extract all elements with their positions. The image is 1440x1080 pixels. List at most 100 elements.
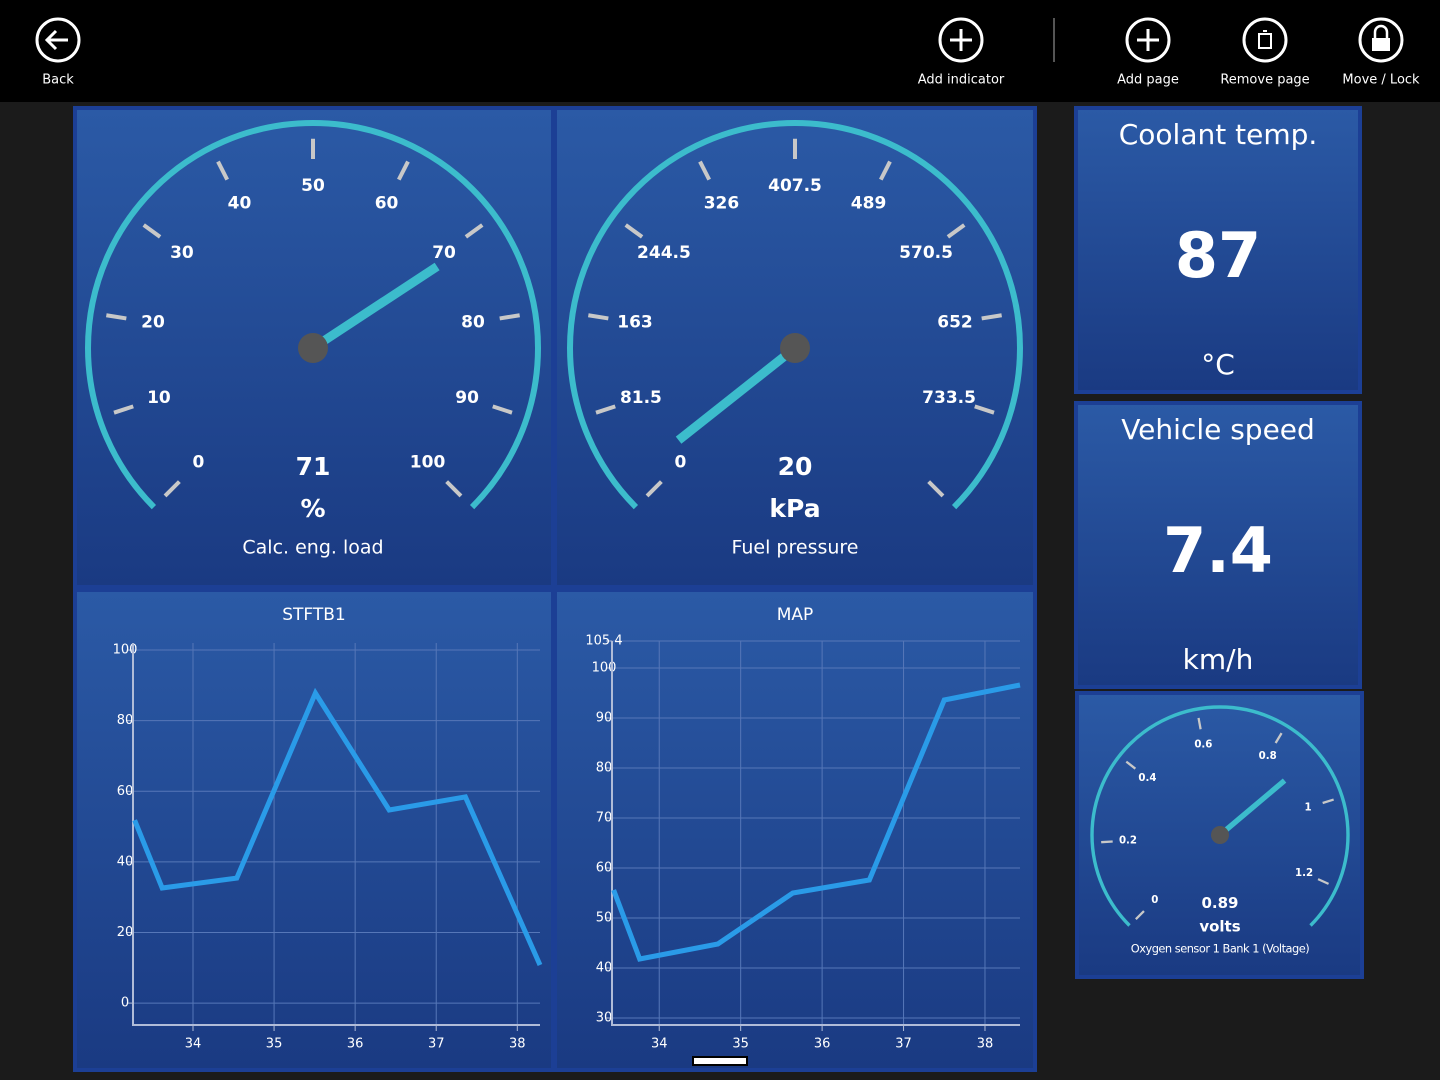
gauge-tick bbox=[216, 160, 229, 181]
x-tick-label: 35 bbox=[732, 1037, 749, 1052]
remove-page-button[interactable]: Remove page bbox=[1220, 17, 1310, 88]
y-tick-label: 90 bbox=[596, 711, 613, 726]
gauge-tick-label: 100 bbox=[410, 453, 446, 473]
back-arrow bbox=[44, 29, 68, 51]
y-tick-label: 30 bbox=[596, 1011, 613, 1026]
gauge-tick bbox=[981, 313, 1002, 321]
gauge-tick bbox=[142, 223, 162, 239]
gauge-tick bbox=[946, 223, 966, 239]
gauge-tick-label: 70 bbox=[432, 243, 456, 263]
gauge-tick-label: 244.5 bbox=[637, 243, 691, 263]
y-tick-label: 60 bbox=[596, 861, 613, 876]
gauge-tick bbox=[1101, 840, 1113, 844]
gauge-value: 0.89 bbox=[1201, 894, 1238, 912]
y-tick-label: 60 bbox=[117, 784, 134, 799]
x-tick-label: 34 bbox=[651, 1037, 668, 1052]
button-label: Add indicator bbox=[918, 73, 1005, 88]
gauge-tick bbox=[1322, 798, 1334, 805]
gauge-needle bbox=[310, 262, 440, 352]
gauge-value: 71 bbox=[296, 452, 331, 481]
gauge-tick bbox=[1197, 717, 1202, 730]
plus-icon bbox=[1137, 29, 1159, 51]
gauge-unit: volts bbox=[1199, 918, 1240, 936]
gauge-tick bbox=[588, 313, 609, 321]
tile-unit: km/h bbox=[1183, 643, 1254, 676]
gauge-hub bbox=[1211, 826, 1229, 844]
gauge-tick-label: 489 bbox=[851, 194, 887, 214]
gauge-tick bbox=[595, 404, 616, 415]
plus-icon bbox=[950, 29, 972, 51]
y-tick-label: 50 bbox=[596, 911, 613, 926]
gauge-tick-label: 90 bbox=[455, 388, 479, 408]
page-indicator bbox=[692, 1056, 748, 1066]
gauge-arc bbox=[1090, 705, 1350, 927]
gauge-name: Fuel pressure bbox=[731, 537, 858, 559]
gauge-tick-label: 407.5 bbox=[768, 176, 822, 196]
gauge-tick-label: 570.5 bbox=[899, 243, 953, 263]
axis bbox=[611, 641, 1020, 1026]
line-series bbox=[132, 687, 543, 966]
panel bbox=[1074, 401, 1362, 689]
button-icon bbox=[1358, 17, 1404, 63]
gauge-tick-label: 30 bbox=[170, 243, 194, 263]
gauge-unit: % bbox=[300, 494, 325, 523]
button-label: Back bbox=[42, 73, 74, 88]
add-page-button[interactable]: Add page bbox=[1117, 17, 1179, 88]
gauge-hub bbox=[298, 333, 328, 363]
y-tick-label: 80 bbox=[117, 713, 134, 728]
gauge-tick bbox=[879, 160, 892, 181]
gauge-tick-label: 81.5 bbox=[620, 388, 662, 408]
gauge-tick bbox=[499, 313, 520, 321]
button-label: Add page bbox=[1117, 73, 1179, 88]
gauge-name: Calc. eng. load bbox=[242, 537, 383, 559]
gauge-tick-label: 1 bbox=[1304, 803, 1311, 814]
gauge-tick-label: 326 bbox=[704, 194, 740, 214]
gauge-arc bbox=[85, 120, 541, 510]
toolbar bbox=[0, 0, 1440, 102]
trash-icon bbox=[1258, 30, 1272, 49]
gauge-tick-label: 10 bbox=[147, 388, 171, 408]
gauge-tick bbox=[492, 404, 513, 415]
tile-value: 87 bbox=[1175, 219, 1261, 292]
gauge-arc bbox=[567, 120, 1023, 510]
button-label: Move / Lock bbox=[1342, 73, 1420, 88]
panel bbox=[553, 588, 1037, 1072]
gauge-tick bbox=[1135, 910, 1145, 920]
x-tick-label: 36 bbox=[347, 1037, 364, 1052]
gauge-tick bbox=[113, 404, 134, 415]
gauge-tick-label: 0.8 bbox=[1259, 751, 1277, 762]
panel bbox=[1074, 106, 1362, 394]
gauge-tick-label: 0.2 bbox=[1119, 836, 1137, 847]
button-icon bbox=[35, 17, 81, 63]
x-tick-label: 38 bbox=[977, 1037, 994, 1052]
add-indicator-button[interactable]: Add indicator bbox=[918, 17, 1005, 88]
gauge-tick-label: 1.2 bbox=[1295, 868, 1313, 879]
back-button[interactable]: Back bbox=[35, 17, 81, 88]
tile-title: Vehicle speed bbox=[1121, 413, 1315, 446]
gauge-tick-label: 652 bbox=[937, 313, 973, 333]
x-tick-label: 36 bbox=[814, 1037, 831, 1052]
y-tick-label: 40 bbox=[596, 961, 613, 976]
tile-value: 7.4 bbox=[1163, 514, 1273, 587]
button-icon bbox=[938, 17, 984, 63]
y-tick-label: 80 bbox=[596, 761, 613, 776]
chart-title: MAP bbox=[777, 605, 814, 625]
gauge-tick bbox=[445, 480, 463, 498]
gauge-tick bbox=[698, 160, 711, 181]
lock-body bbox=[1372, 38, 1390, 51]
gauge-tick bbox=[974, 404, 995, 415]
y-tick-label: 40 bbox=[117, 854, 134, 869]
gauge-tick-label: 20 bbox=[141, 313, 165, 333]
gauge-tick bbox=[1317, 878, 1330, 885]
gauge-needle bbox=[1218, 778, 1287, 838]
gauge-hub bbox=[780, 333, 810, 363]
gauge-tick bbox=[106, 313, 127, 321]
y-tick-label: 105.4 bbox=[585, 634, 622, 649]
y-tick-label: 20 bbox=[117, 925, 134, 940]
y-tick-label: 100 bbox=[592, 661, 617, 676]
move-lock-button[interactable]: Move / Lock bbox=[1342, 17, 1420, 88]
line-series bbox=[611, 682, 1021, 962]
